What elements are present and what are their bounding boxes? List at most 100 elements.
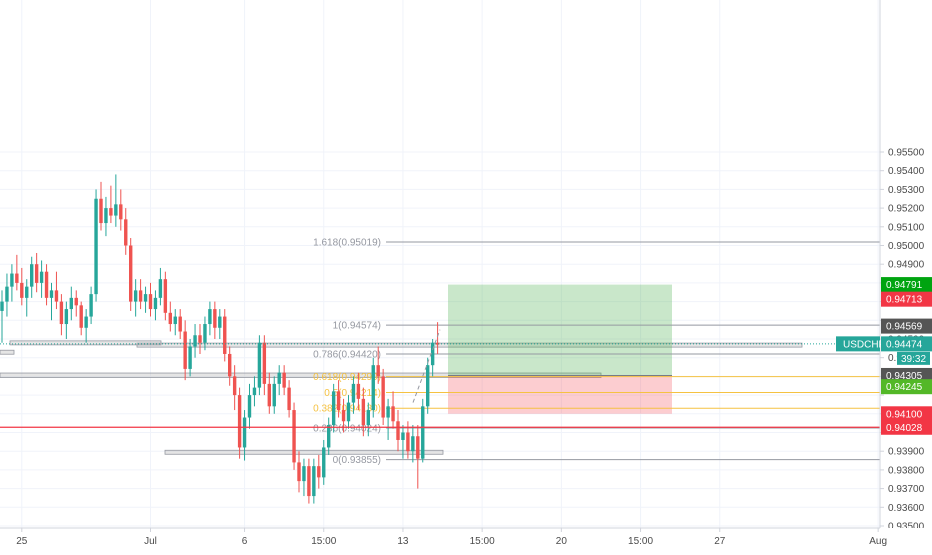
candle-body	[74, 297, 78, 306]
candle-body	[426, 365, 430, 407]
candle-body	[183, 331, 187, 369]
price-tick-label: 0.95100	[888, 222, 925, 233]
candle-body	[203, 324, 207, 343]
time-tick-label: 15:00	[311, 536, 336, 547]
candle-body	[34, 264, 39, 283]
symbol-tag[interactable]: USDCHF	[843, 339, 885, 350]
candle-body	[163, 279, 168, 313]
candle-body	[20, 282, 24, 298]
countdown-bg	[897, 351, 930, 365]
candle-body	[84, 316, 88, 328]
candle-body	[351, 383, 356, 403]
candle-body	[401, 432, 405, 440]
candle-body	[297, 462, 301, 482]
candle-body	[99, 198, 103, 224]
fib-level-label: 0.618(0.94299)	[313, 372, 381, 383]
price-label: 0.94245	[886, 382, 923, 393]
symbol-tag-bg[interactable]	[836, 336, 880, 352]
candle-body	[272, 383, 276, 407]
candle-body	[346, 402, 351, 422]
price-tick-label: 0.93600	[888, 503, 925, 514]
candle-body	[59, 301, 64, 325]
candle-body	[198, 335, 202, 343]
time-tick-label: 15:00	[470, 536, 495, 547]
candle-body	[252, 387, 257, 396]
candle-body	[153, 297, 158, 310]
candle-body	[381, 376, 385, 418]
candle-body	[119, 204, 123, 220]
candle-body	[257, 342, 262, 388]
candle-body	[39, 271, 44, 283]
candle-body	[242, 417, 247, 448]
fib-level-label: 0.786(0.94420)	[313, 349, 381, 360]
time-tick-label: 20	[556, 536, 568, 547]
price-axis[interactable]: 0.95500 0.95400 0.95300 0.95200 0.95100 0.950…	[836, 0, 932, 550]
price-label-bg	[881, 419, 932, 435]
last-price-label-bg	[881, 336, 932, 352]
candle-body	[148, 294, 153, 310]
candle-body	[64, 309, 69, 325]
candle-body	[341, 410, 346, 422]
candle-body	[435, 342, 440, 345]
candle-body	[361, 398, 366, 426]
price-label-bg	[881, 379, 932, 395]
candle-body	[143, 294, 148, 302]
candle-body	[44, 271, 49, 298]
price-tick-label: 0.94900	[888, 260, 925, 271]
time-tick-label: Jul	[144, 536, 157, 547]
bar-countdown: 39:32	[901, 354, 926, 365]
candle-body	[208, 309, 212, 325]
time-tick-label: 15:00	[628, 536, 653, 547]
candle-body	[54, 290, 59, 302]
loss-zone[interactable]	[448, 375, 672, 414]
candle-body	[277, 372, 281, 384]
time-axis-bg	[0, 528, 932, 550]
price-label: 0.94791	[886, 280, 923, 291]
projection-line	[412, 329, 441, 403]
candle-body	[158, 279, 163, 298]
candle-body	[15, 273, 19, 283]
candle-body	[30, 264, 34, 287]
price-tick-label: 0.93500	[888, 522, 925, 533]
candle-body	[133, 290, 138, 302]
candle-body	[188, 346, 192, 369]
candle-body	[168, 312, 172, 325]
price-label: 0.94569	[886, 322, 923, 333]
price-label-bg	[881, 406, 932, 422]
candle-body	[267, 383, 271, 407]
price-tick-label: 0.95500	[888, 148, 925, 159]
candlestick-series	[0, 174, 440, 504]
profit-zone[interactable]	[448, 284, 672, 376]
price-label-bg	[881, 291, 932, 307]
time-tick-label: Aug	[869, 536, 887, 547]
chart-overlays	[0, 329, 880, 428]
candle-body	[173, 316, 177, 325]
candle-body	[411, 436, 415, 452]
price-label: 0.94100	[886, 409, 923, 420]
zone-rect	[9, 340, 162, 346]
candle-body	[307, 466, 311, 497]
candle-body	[114, 204, 118, 216]
price-tick-label: 0.95400	[888, 166, 925, 177]
candle-body	[94, 198, 98, 295]
candle-body	[247, 395, 252, 418]
candle-body	[317, 466, 321, 478]
fib-level-label: 0.236(0.94024)	[313, 424, 381, 435]
candle-body	[218, 316, 222, 328]
long-position-tool[interactable]	[448, 284, 672, 414]
candle-body	[287, 387, 291, 411]
price-tick-label: 0.93800	[888, 465, 925, 476]
price-label: 0.94028	[886, 423, 923, 434]
candle-body	[356, 383, 361, 399]
candle-body	[109, 208, 113, 216]
candle-body	[322, 447, 326, 478]
candle-body	[193, 335, 197, 347]
time-tick-label: 6	[242, 536, 248, 547]
time-tick-label: 27	[714, 536, 726, 547]
price-tick-label: 0.93900	[888, 447, 925, 458]
price-axis-bg	[880, 0, 932, 550]
